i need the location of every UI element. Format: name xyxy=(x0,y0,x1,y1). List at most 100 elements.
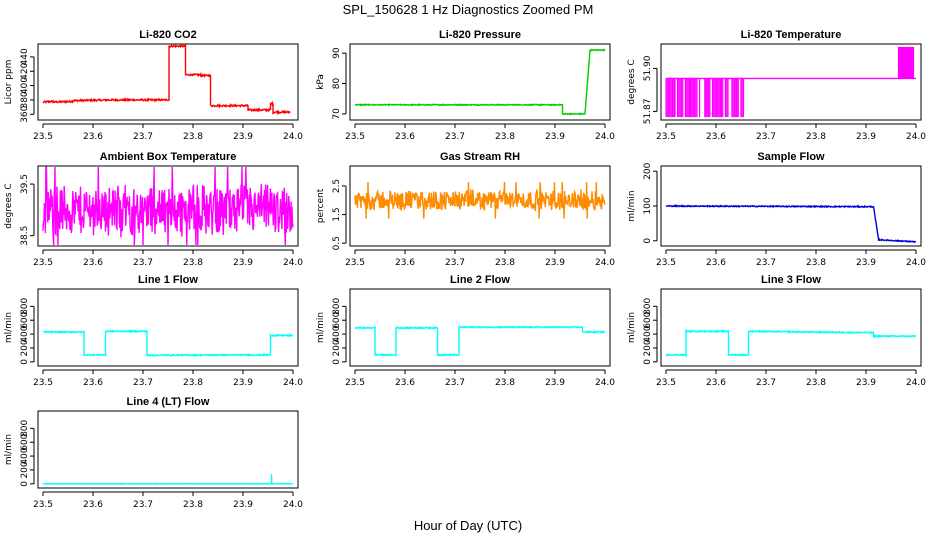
y-tick-label: 420 xyxy=(20,62,30,79)
y-tick-label: 0 xyxy=(643,238,653,244)
panel-title: Li-820 Temperature xyxy=(741,29,842,41)
y-axis-label: degrees C xyxy=(627,59,637,104)
y-tick-label: 0.5 xyxy=(332,236,342,250)
y-tick-label: 200 xyxy=(20,461,30,478)
x-tick-label: 23.6 xyxy=(706,258,726,268)
panel-title: Li-820 CO2 xyxy=(139,29,196,41)
x-tick-label: 23.9 xyxy=(545,258,565,268)
x-tick-label: 23.9 xyxy=(233,378,253,388)
x-tick-label: 24.0 xyxy=(283,132,303,142)
y-tick-label: 400 xyxy=(332,325,342,342)
data-series-flicker xyxy=(897,46,915,79)
y-tick-label: 51.90 xyxy=(643,55,653,81)
x-tick-label: 23.8 xyxy=(183,378,203,388)
plot-frame xyxy=(660,43,922,121)
x-tick-label: 23.6 xyxy=(83,132,103,142)
y-axis-label: ml/min xyxy=(627,312,637,343)
x-tick-label: 23.9 xyxy=(545,378,565,388)
panel-title: Sample Flow xyxy=(757,151,825,163)
plot-frame xyxy=(37,288,299,367)
y-axis-label: ml/min xyxy=(627,190,637,221)
y-tick-label: 400 xyxy=(20,447,30,464)
x-tick-label: 23.6 xyxy=(395,132,415,142)
x-tick-label: 23.5 xyxy=(345,132,365,142)
y-axis-label: ml/min xyxy=(316,312,326,343)
x-tick-label: 24.0 xyxy=(906,378,926,388)
x-tick-label: 23.7 xyxy=(445,258,465,268)
y-tick-label: 0 xyxy=(20,481,30,487)
x-tick-label: 23.7 xyxy=(445,378,465,388)
x-tick-label: 23.6 xyxy=(395,378,415,388)
x-tick-label: 23.6 xyxy=(83,378,103,388)
y-tick-label: 600 xyxy=(20,311,30,328)
x-tick-label: 23.5 xyxy=(656,132,676,142)
panel-title: Line 3 Flow xyxy=(761,274,821,286)
x-tick-label: 23.8 xyxy=(495,378,515,388)
y-tick-label: 70 xyxy=(332,108,342,120)
y-tick-label: 400 xyxy=(20,77,30,94)
y-axis-label: ml/min xyxy=(4,434,14,465)
figure-title: SPL_150628 1 Hz Diagnostics Zoomed PM xyxy=(342,2,594,17)
x-tick-label: 23.8 xyxy=(183,500,203,510)
panel-title: Li-820 Pressure xyxy=(439,29,521,41)
x-tick-label: 23.6 xyxy=(706,132,726,142)
y-axis-label: Licor ppm xyxy=(4,60,14,105)
x-tick-label: 23.6 xyxy=(706,378,726,388)
x-tick-label: 23.6 xyxy=(83,258,103,268)
x-tick-label: 23.5 xyxy=(656,258,676,268)
x-tick-label: 23.9 xyxy=(856,378,876,388)
x-tick-label: 23.7 xyxy=(445,132,465,142)
y-tick-label: 600 xyxy=(20,433,30,450)
x-tick-label: 23.7 xyxy=(133,258,153,268)
x-tick-label: 23.8 xyxy=(806,132,826,142)
x-tick-label: 23.5 xyxy=(33,500,53,510)
y-tick-label: 800 xyxy=(20,297,30,314)
panel-title: Gas Stream RH xyxy=(440,151,520,163)
data-series-line xyxy=(665,204,916,244)
plot-frame xyxy=(37,410,299,489)
x-tick-label: 23.8 xyxy=(806,258,826,268)
y-tick-label: 38.5 xyxy=(20,226,30,246)
x-tick-label: 23.9 xyxy=(233,132,253,142)
x-tick-label: 23.9 xyxy=(856,258,876,268)
y-axis-label: percent xyxy=(316,188,326,223)
y-tick-label: 90 xyxy=(332,47,342,59)
plot-frame xyxy=(349,288,611,367)
x-tick-label: 23.7 xyxy=(756,378,776,388)
data-series-line xyxy=(354,181,606,219)
x-tick-label: 24.0 xyxy=(906,258,926,268)
data-series-flicker xyxy=(665,78,745,118)
data-series-line xyxy=(354,48,606,116)
data-series-line xyxy=(43,329,293,358)
x-tick-label: 23.8 xyxy=(806,378,826,388)
y-tick-label: 440 xyxy=(20,48,30,65)
y-tick-label: 0 xyxy=(332,359,342,365)
x-tick-label: 23.7 xyxy=(133,378,153,388)
x-tick-label: 23.9 xyxy=(233,258,253,268)
x-tick-label: 23.7 xyxy=(133,132,153,142)
x-tick-label: 24.0 xyxy=(906,132,926,142)
x-tick-label: 24.0 xyxy=(283,500,303,510)
x-tick-label: 24.0 xyxy=(283,258,303,268)
x-tick-label: 23.8 xyxy=(183,258,203,268)
y-tick-label: 600 xyxy=(332,311,342,328)
panel-title: Ambient Box Temperature xyxy=(100,151,237,163)
x-tick-label: 23.9 xyxy=(233,500,253,510)
plot-frame xyxy=(37,43,299,121)
x-tick-label: 23.8 xyxy=(183,132,203,142)
data-series-line xyxy=(42,166,294,246)
x-tick-label: 23.5 xyxy=(656,378,676,388)
x-tick-label: 23.6 xyxy=(395,258,415,268)
plot-frame xyxy=(37,165,299,247)
plot-frame xyxy=(660,288,922,367)
x-tick-label: 23.7 xyxy=(756,258,776,268)
y-tick-label: 0 xyxy=(643,359,653,365)
x-tick-label: 23.9 xyxy=(545,132,565,142)
y-axis-label: ml/min xyxy=(4,312,14,343)
y-tick-label: 0 xyxy=(20,359,30,365)
y-tick-label: 1.5 xyxy=(332,207,342,221)
plot-frame xyxy=(349,165,611,247)
y-tick-label: 80 xyxy=(332,78,342,90)
x-tick-label: 23.5 xyxy=(33,132,53,142)
